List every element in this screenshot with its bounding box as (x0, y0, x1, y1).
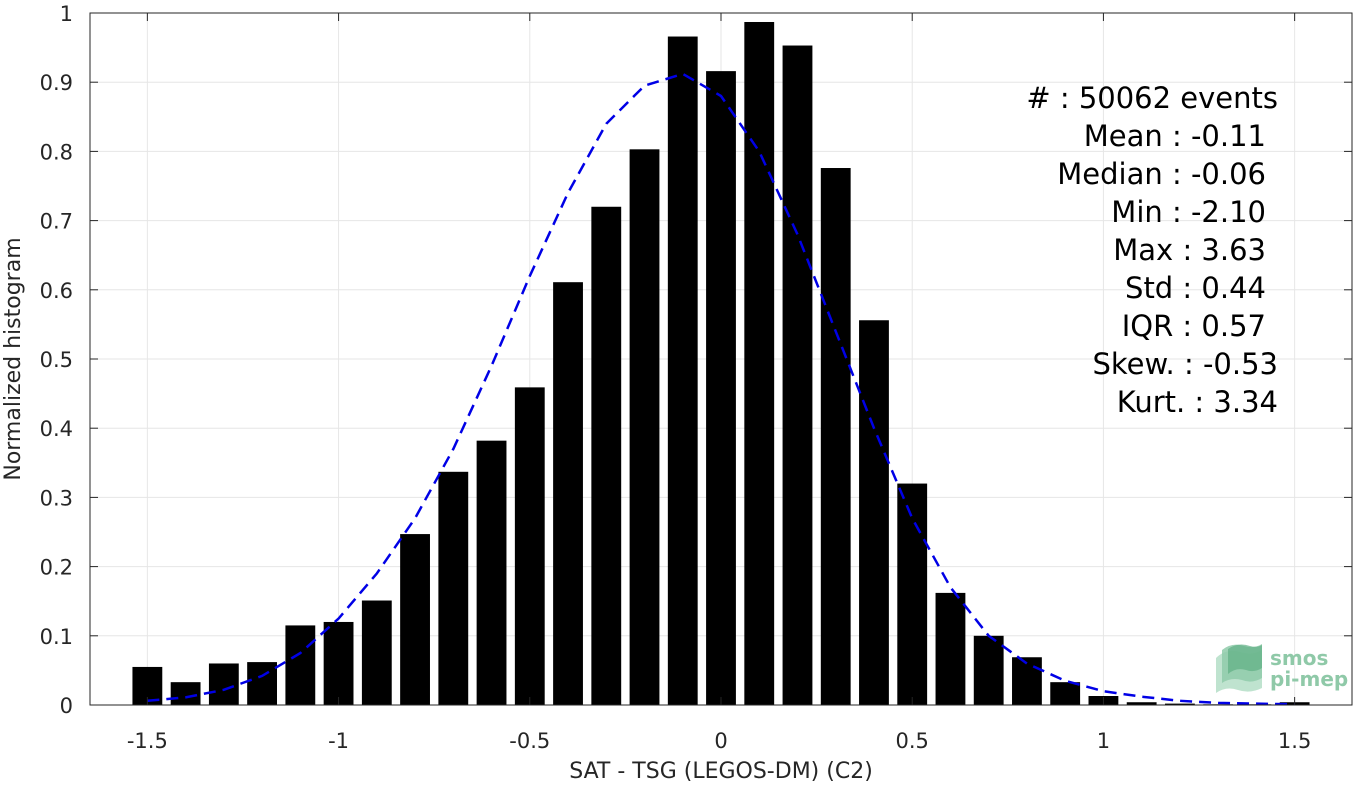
smos-pi-mep-logo: smos pi-mep (1216, 644, 1348, 693)
y-tick-label: 0.5 (40, 348, 73, 372)
histogram-bar (744, 21, 775, 706)
histogram-bar (629, 149, 660, 706)
histogram-bar (170, 682, 201, 705)
x-tick-label: -0.5 (509, 729, 550, 753)
histogram-bar (667, 36, 698, 705)
stat-mean: Mean : -0.11 (1084, 119, 1266, 153)
histogram-bar (514, 387, 545, 705)
x-axis-label: SAT - TSG (LEGOS-DM) (C2) (569, 759, 873, 784)
histogram-bar (973, 635, 1004, 705)
x-tick-label: -1.5 (127, 729, 168, 753)
logo-text-pi-mep: pi-mep (1270, 667, 1348, 691)
histogram-bar (859, 320, 889, 705)
stats-box: # : 50062 events Mean : -0.11 Median : -… (1026, 81, 1278, 419)
histogram-bar (706, 71, 736, 706)
y-tick-label: 0.9 (40, 71, 73, 95)
y-tick-label: 0.6 (40, 279, 73, 303)
histogram-bar (1126, 702, 1157, 705)
stat-median: Median : -0.06 (1057, 157, 1266, 191)
y-tick-label: 0.3 (40, 486, 73, 510)
x-tick-label: 1.5 (1278, 729, 1311, 753)
histogram-bar (1164, 703, 1195, 705)
y-tick-label: 0.7 (40, 210, 73, 234)
histogram-bar (361, 600, 392, 705)
x-axis-ticks: -1.5 -1 -0.5 0 0.5 1 1.5 (127, 13, 1311, 753)
histogram-bar (323, 621, 354, 705)
histogram-bar (897, 483, 928, 705)
histogram-bar (476, 440, 507, 705)
stat-iqr: IQR : 0.57 (1122, 309, 1266, 343)
fit-curve (147, 72, 1295, 706)
x-tick-label: 1 (1097, 729, 1110, 753)
histogram-bar (285, 625, 316, 705)
histogram-bar (1012, 657, 1042, 705)
y-tick-label: 0.8 (40, 140, 73, 164)
histogram-bar (208, 663, 239, 705)
stat-events: # : 50062 events (1026, 81, 1278, 115)
x-tick-label: -1 (328, 729, 349, 753)
stat-kurt: Kurt. : 3.34 (1117, 385, 1278, 419)
stat-max: Max : 3.63 (1113, 233, 1266, 267)
histogram-bar (1050, 682, 1081, 705)
histogram-bar (247, 662, 278, 705)
y-tick-label: 1 (60, 2, 73, 26)
histogram-bar (591, 206, 622, 705)
histogram-bar (400, 534, 430, 705)
stat-min: Min : -2.10 (1111, 195, 1266, 229)
y-tick-label: 0.2 (40, 556, 73, 580)
histogram-bar (935, 592, 966, 705)
histogram-bar (438, 471, 469, 705)
logo-text-smos: smos (1270, 646, 1328, 670)
histogram-bar (820, 168, 851, 705)
x-tick-label: 0 (714, 729, 727, 753)
y-axis-label: Normalized histogram (1, 237, 26, 480)
stat-std: Std : 0.44 (1125, 271, 1266, 305)
y-axis-ticks: 0 0.1 0.2 0.3 0.4 0.5 0.6 0.7 0.8 0.9 1 (40, 2, 1352, 718)
y-tick-label: 0.1 (40, 625, 73, 649)
y-tick-label: 0.4 (40, 417, 73, 441)
x-tick-label: 0.5 (896, 729, 929, 753)
y-tick-label: 0 (60, 694, 73, 718)
histogram-bar (553, 282, 583, 705)
histogram-bars (132, 21, 1310, 706)
histogram-bar (782, 45, 813, 706)
stat-skew: Skew. : -0.53 (1092, 347, 1278, 381)
